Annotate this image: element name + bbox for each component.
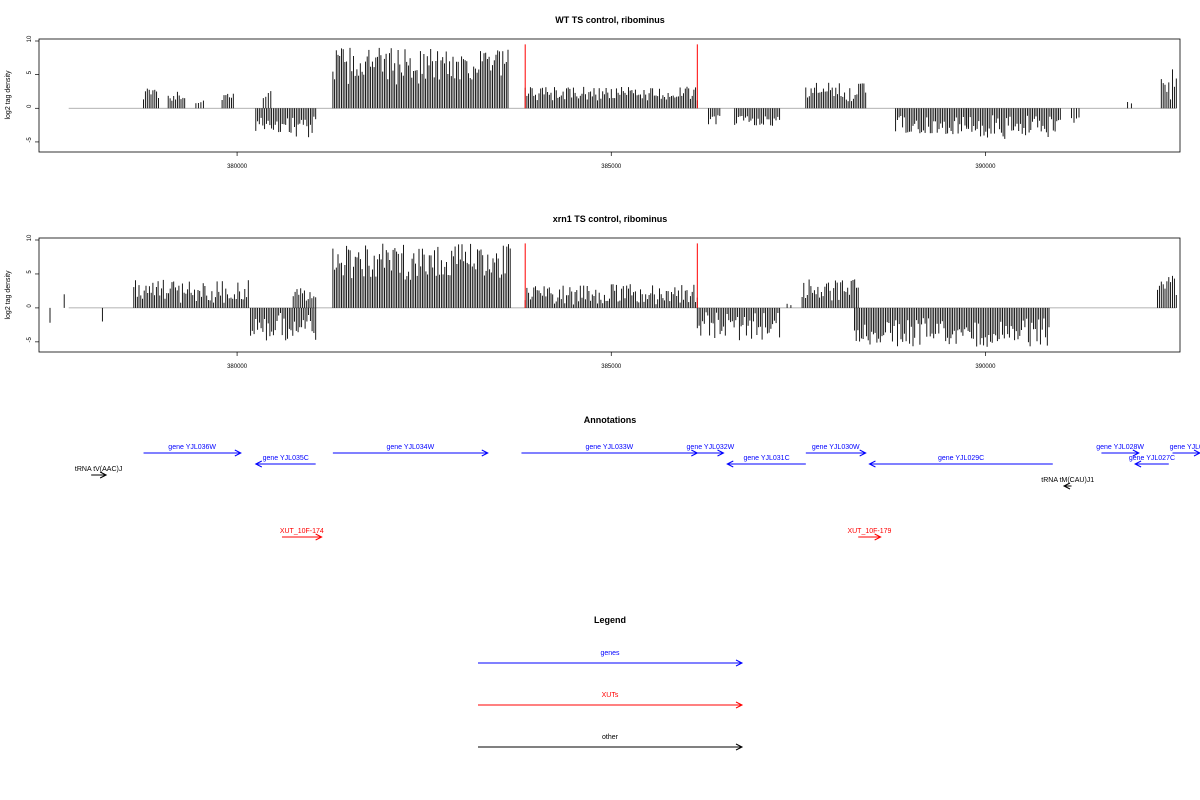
- legend-other-label: other: [602, 734, 619, 741]
- gene-feature-label: gene YJL030W: [812, 444, 860, 451]
- gene-feature-label: gene YJL032W: [687, 444, 735, 451]
- other-feature-label: tRNA tV(AAC)J: [75, 466, 122, 473]
- gene-feature-arrow: [697, 449, 725, 457]
- legend-other-arrow: [478, 743, 744, 751]
- xut-feature-label: XUT_10F-174: [280, 528, 324, 535]
- gene-feature-arrow: [1133, 460, 1169, 468]
- gene-feature-arrow: [868, 460, 1053, 468]
- legend-xut-arrow: [478, 701, 744, 709]
- wt-density-panel: WT TS control, ribominus log2 tag densit…: [5, 15, 1181, 170]
- wt-bars: -5 0 5 10 380000 385000 390000: [27, 35, 1177, 170]
- other-feature-label: tRNA tM(CAU)J1: [1041, 477, 1094, 484]
- legend-xut-label: XUTs: [602, 692, 619, 699]
- wt-y-tick-label: 0: [27, 104, 33, 108]
- xrn1-panel-title: xrn1 TS control, ribominus: [553, 214, 668, 224]
- wt-x-tick-label: 380000: [227, 164, 248, 170]
- xrn1-y-tick-label: 0: [27, 304, 33, 308]
- legend-panel: Legend genes XUTs other: [478, 615, 744, 751]
- wt-y-tick-label: 5: [27, 70, 33, 74]
- gene-feature-arrow: [726, 460, 806, 468]
- xrn1-y-tick-label: 5: [27, 270, 33, 274]
- xrn1-y-axis-label: log2 tag density: [5, 270, 12, 320]
- annotations-title: Annotations: [584, 415, 637, 425]
- wt-y-tick-label: 10: [27, 35, 33, 42]
- gene-feature-arrow: [805, 449, 867, 457]
- gene-feature-label: gene YJL033W: [586, 444, 634, 451]
- other-feature-arrow: [91, 471, 108, 479]
- xrn1-x-tick-label: 385000: [601, 364, 622, 370]
- gene-feature-label: gene YJL027C: [1129, 455, 1175, 462]
- annotations-panel: Annotations gene YJL036W gene YJL035C tRNA…: [75, 415, 1200, 541]
- gene-feature-arrow: [1172, 449, 1200, 457]
- xrn1-y-tick-label: -5: [27, 337, 33, 343]
- wt-x-tick-label: 385000: [601, 164, 622, 170]
- legend-gene-arrow: [478, 659, 744, 667]
- xrn1-density-panel: xrn1 TS control, ribominus log2 tag dens…: [5, 214, 1181, 370]
- xrn1-x-tick-label: 390000: [975, 364, 996, 370]
- gene-feature-label: gene YJL031C: [743, 455, 789, 462]
- gene-feature-arrow: [143, 449, 242, 457]
- xrn1-bars: -5 0 5 10 380000 385000 390000: [27, 234, 1177, 370]
- xrn1-plot-frame: [38, 237, 1181, 353]
- gene-feature-label: gene YJL034W: [386, 444, 434, 451]
- xut-feature-label: XUT_10F-179: [847, 528, 891, 535]
- gene-feature-label: gene YJL036W: [168, 444, 216, 451]
- legend-title: Legend: [594, 615, 626, 625]
- gene-feature-label: gene YJL029C: [938, 455, 984, 462]
- gene-feature-arrow: [254, 460, 316, 468]
- gene-feature-label: gene YJL035C: [263, 455, 309, 462]
- other-feature-arrow: [1062, 482, 1072, 490]
- wt-plot-frame: [38, 38, 1181, 153]
- legend-gene-label: genes: [600, 650, 620, 657]
- xrn1-y-tick-label: 10: [27, 234, 33, 241]
- gene-feature-arrow: [332, 449, 489, 457]
- xrn1-x-tick-label: 380000: [227, 364, 248, 370]
- wt-panel-title: WT TS control, ribominus: [555, 15, 665, 25]
- gene-feature-label: gene YJL028W: [1096, 444, 1144, 451]
- legend-entries: genes XUTs other: [478, 650, 744, 751]
- wt-y-tick-label: -5: [27, 137, 33, 143]
- gene-feature-arrow: [1101, 449, 1140, 457]
- wt-y-axis-label: log2 tag density: [5, 70, 12, 120]
- gene-feature-label: gene YJL0: [1170, 444, 1200, 451]
- wt-x-tick-label: 390000: [975, 164, 996, 170]
- annotation-features: gene YJL036W gene YJL035C tRNA tV(AAC)J gen…: [75, 444, 1200, 541]
- xut-feature-arrow: [281, 533, 323, 541]
- xut-feature-arrow: [858, 533, 882, 541]
